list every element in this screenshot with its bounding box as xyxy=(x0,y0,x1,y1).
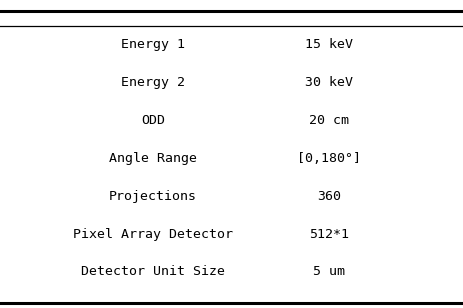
Text: Projections: Projections xyxy=(109,190,197,203)
Text: Energy 1: Energy 1 xyxy=(121,38,185,51)
Text: Energy 2: Energy 2 xyxy=(121,76,185,89)
Text: 512*1: 512*1 xyxy=(309,228,349,241)
Text: Pixel Array Detector: Pixel Array Detector xyxy=(73,228,232,241)
Text: 5 um: 5 um xyxy=(313,265,344,278)
Text: 20 cm: 20 cm xyxy=(309,114,349,127)
Text: [0,180°]: [0,180°] xyxy=(297,152,361,165)
Text: 15 keV: 15 keV xyxy=(305,38,353,51)
Text: Angle Range: Angle Range xyxy=(109,152,197,165)
Text: ODD: ODD xyxy=(141,114,165,127)
Text: Detector Unit Size: Detector Unit Size xyxy=(81,265,225,278)
Text: 360: 360 xyxy=(317,190,341,203)
Text: 30 keV: 30 keV xyxy=(305,76,353,89)
